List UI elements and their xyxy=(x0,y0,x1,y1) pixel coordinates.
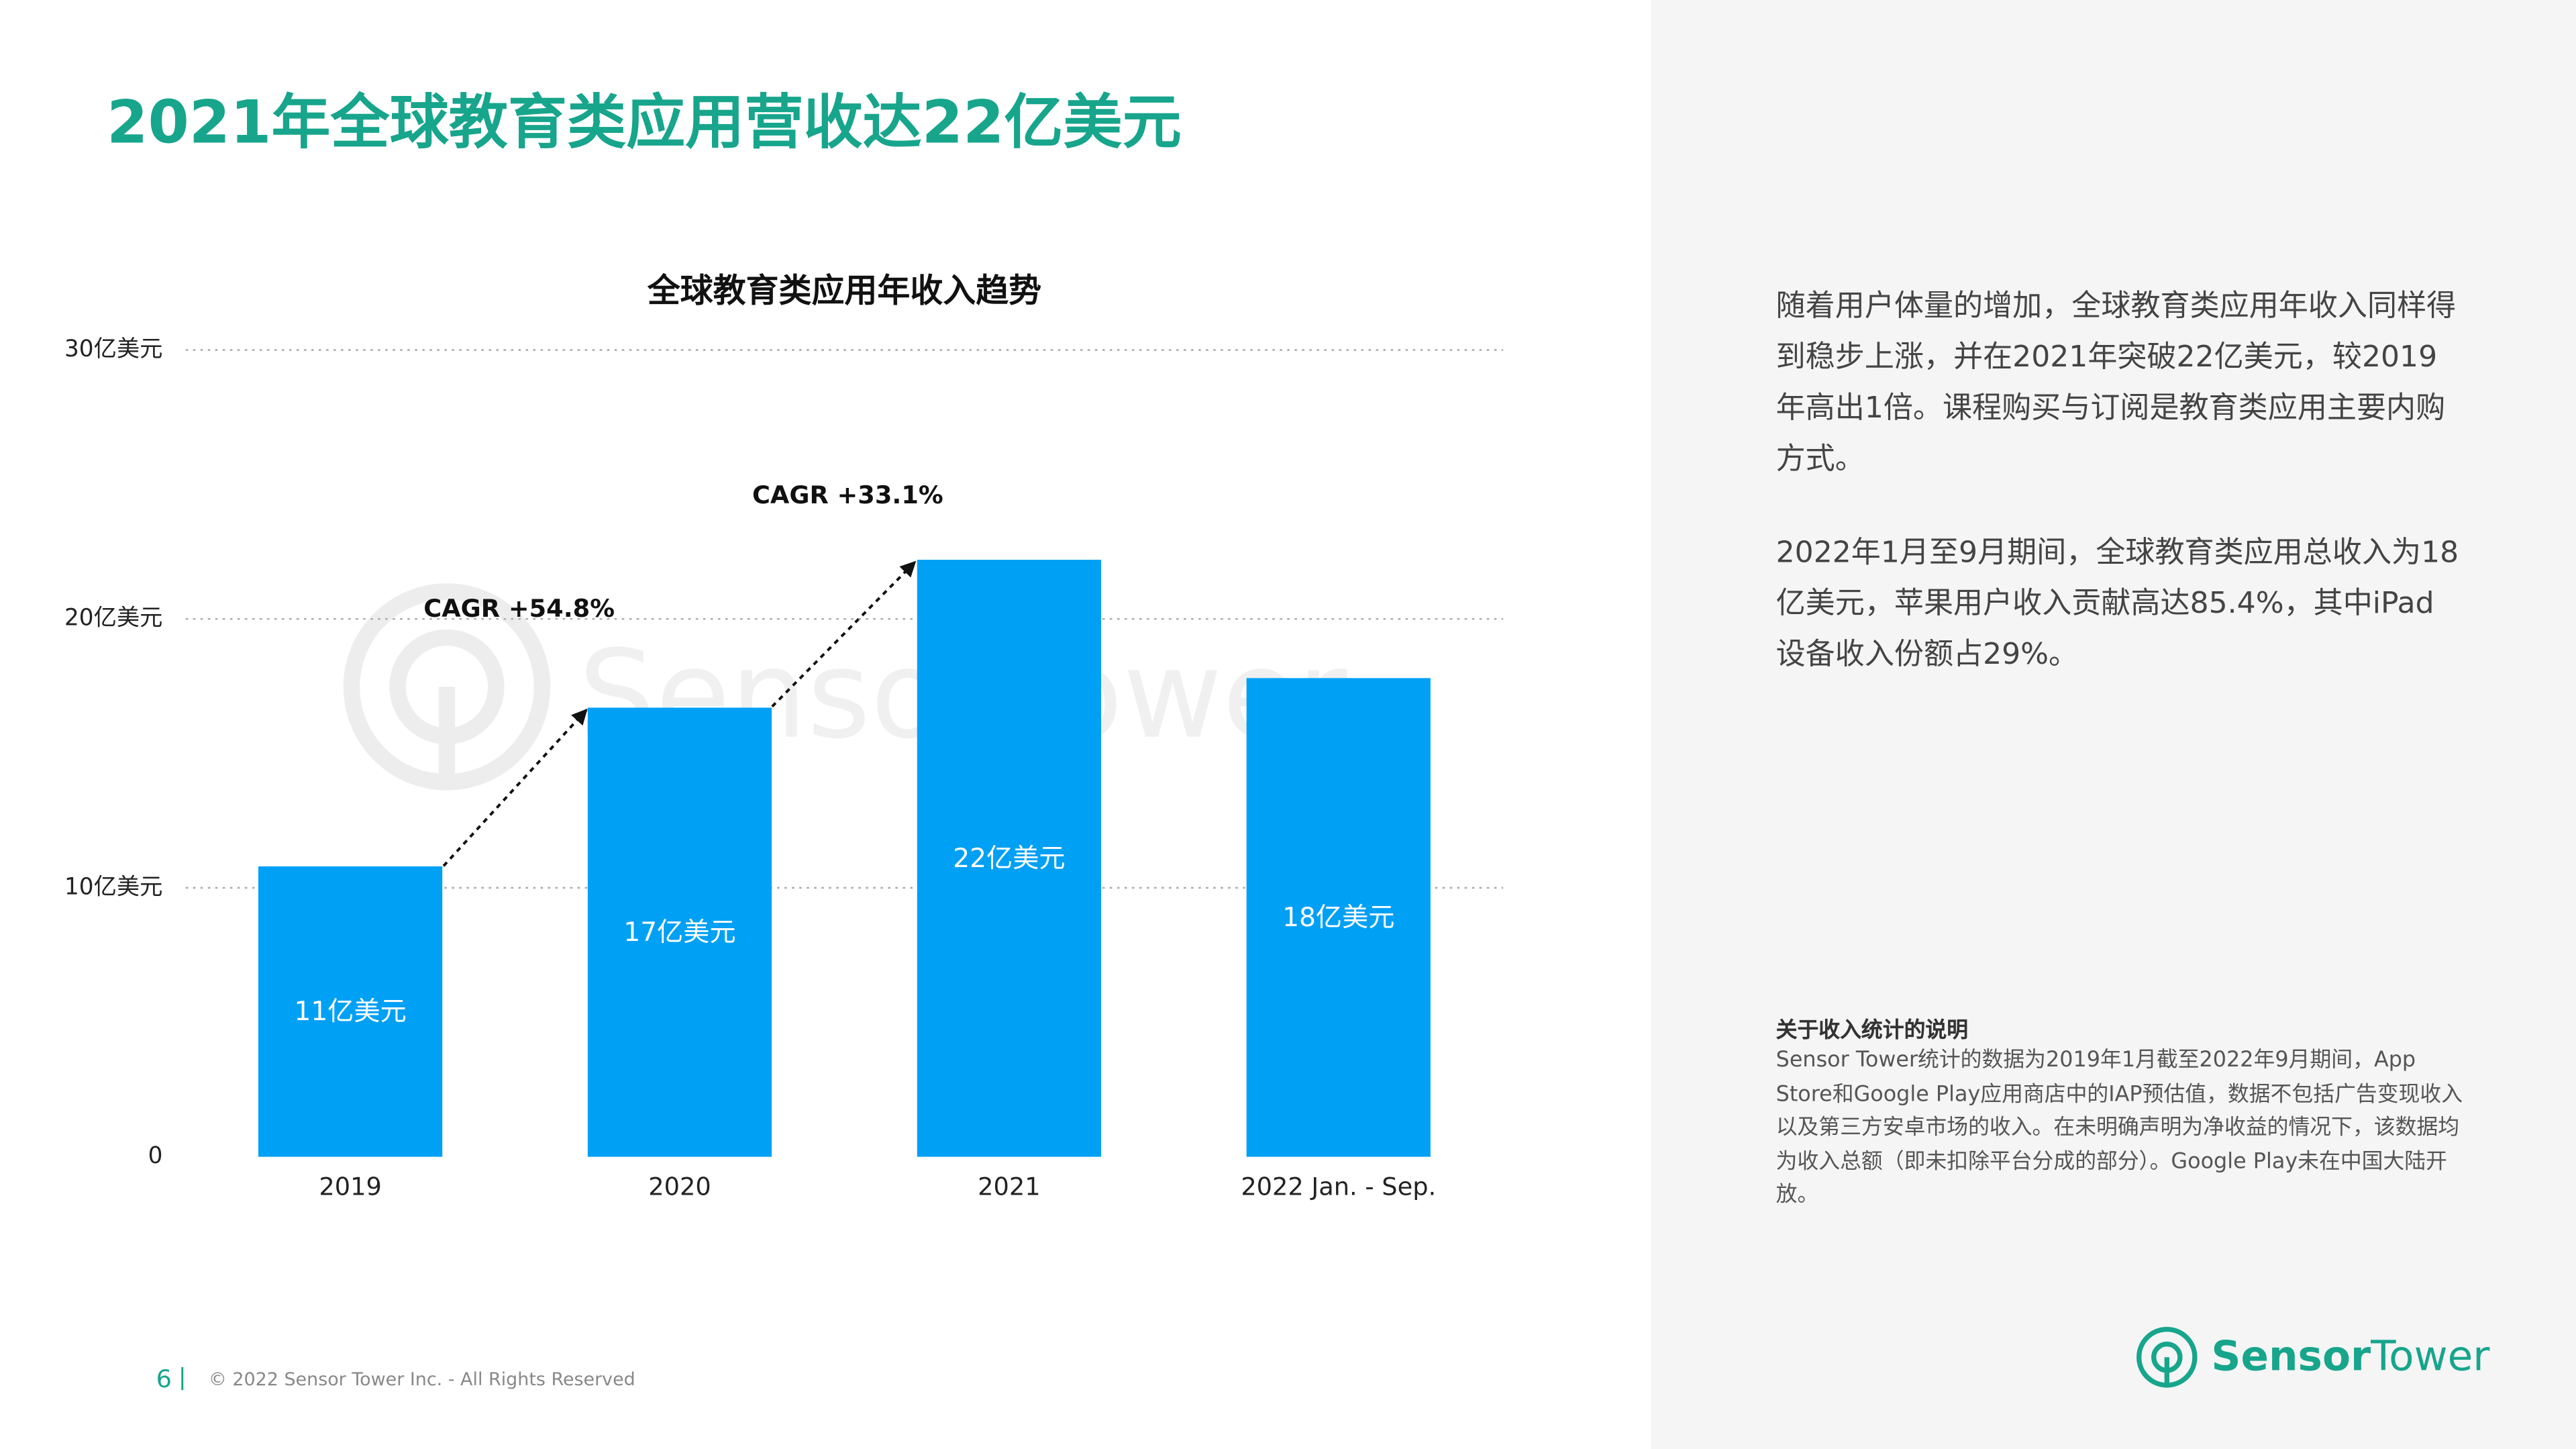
value-label: 17亿美元 xyxy=(623,917,735,948)
x-tick-label: 2022 Jan. - Sep. xyxy=(1241,1172,1436,1201)
annotation: CAGR +54.8% xyxy=(423,594,615,623)
copyright: © 2022 Sensor Tower Inc. - All Rights Re… xyxy=(209,1369,635,1390)
y-tick-label: 0 xyxy=(148,1142,163,1169)
bar xyxy=(258,866,443,1157)
page-title: 2021年全球教育类应用营收达22亿美元 xyxy=(107,87,1182,156)
y-tick-label: 10亿美元 xyxy=(64,873,162,900)
bar xyxy=(587,707,772,1157)
watermark-icon xyxy=(343,583,551,791)
bar xyxy=(1246,678,1431,1157)
cagr-arrow xyxy=(771,560,917,708)
sidebar xyxy=(1651,0,2576,1449)
value-label: 22亿美元 xyxy=(953,844,1065,874)
y-tick-label: 20亿美元 xyxy=(64,605,162,632)
bar xyxy=(917,560,1101,1157)
logo-word: Tower xyxy=(2370,1332,2490,1380)
note-title: 关于收入统计的说明 xyxy=(1775,1018,1969,1044)
y-tick-label: 30亿美元 xyxy=(64,336,162,362)
logo-icon xyxy=(2136,1327,2198,1388)
paragraph: 随着用户体量的增加，全球教育类应用年收入同样得到稳步上涨，并在2021年突破22… xyxy=(1775,289,2457,477)
value-label: 11亿美元 xyxy=(294,997,406,1027)
x-tick-label: 2021 xyxy=(978,1172,1040,1201)
annotation: CAGR +33.1% xyxy=(752,481,943,509)
paragraph: 2022年1月至9月期间，全球教育类应用总收入为18亿美元，苹果用户收入贡献高达… xyxy=(1775,536,2459,672)
chart-title: 全球教育类应用年收入趋势 xyxy=(647,271,1041,309)
x-tick-label: 2020 xyxy=(648,1172,711,1201)
x-tick-label: 2019 xyxy=(319,1172,381,1201)
logo-word: Sensor xyxy=(2211,1332,2371,1380)
logo: SensorTower xyxy=(2211,1332,2490,1380)
note: Sensor Tower统计的数据为2019年1月截至2022年9月期间，App… xyxy=(1775,1048,2463,1208)
value-label: 18亿美元 xyxy=(1282,903,1394,933)
page-number: 6 xyxy=(156,1364,172,1393)
